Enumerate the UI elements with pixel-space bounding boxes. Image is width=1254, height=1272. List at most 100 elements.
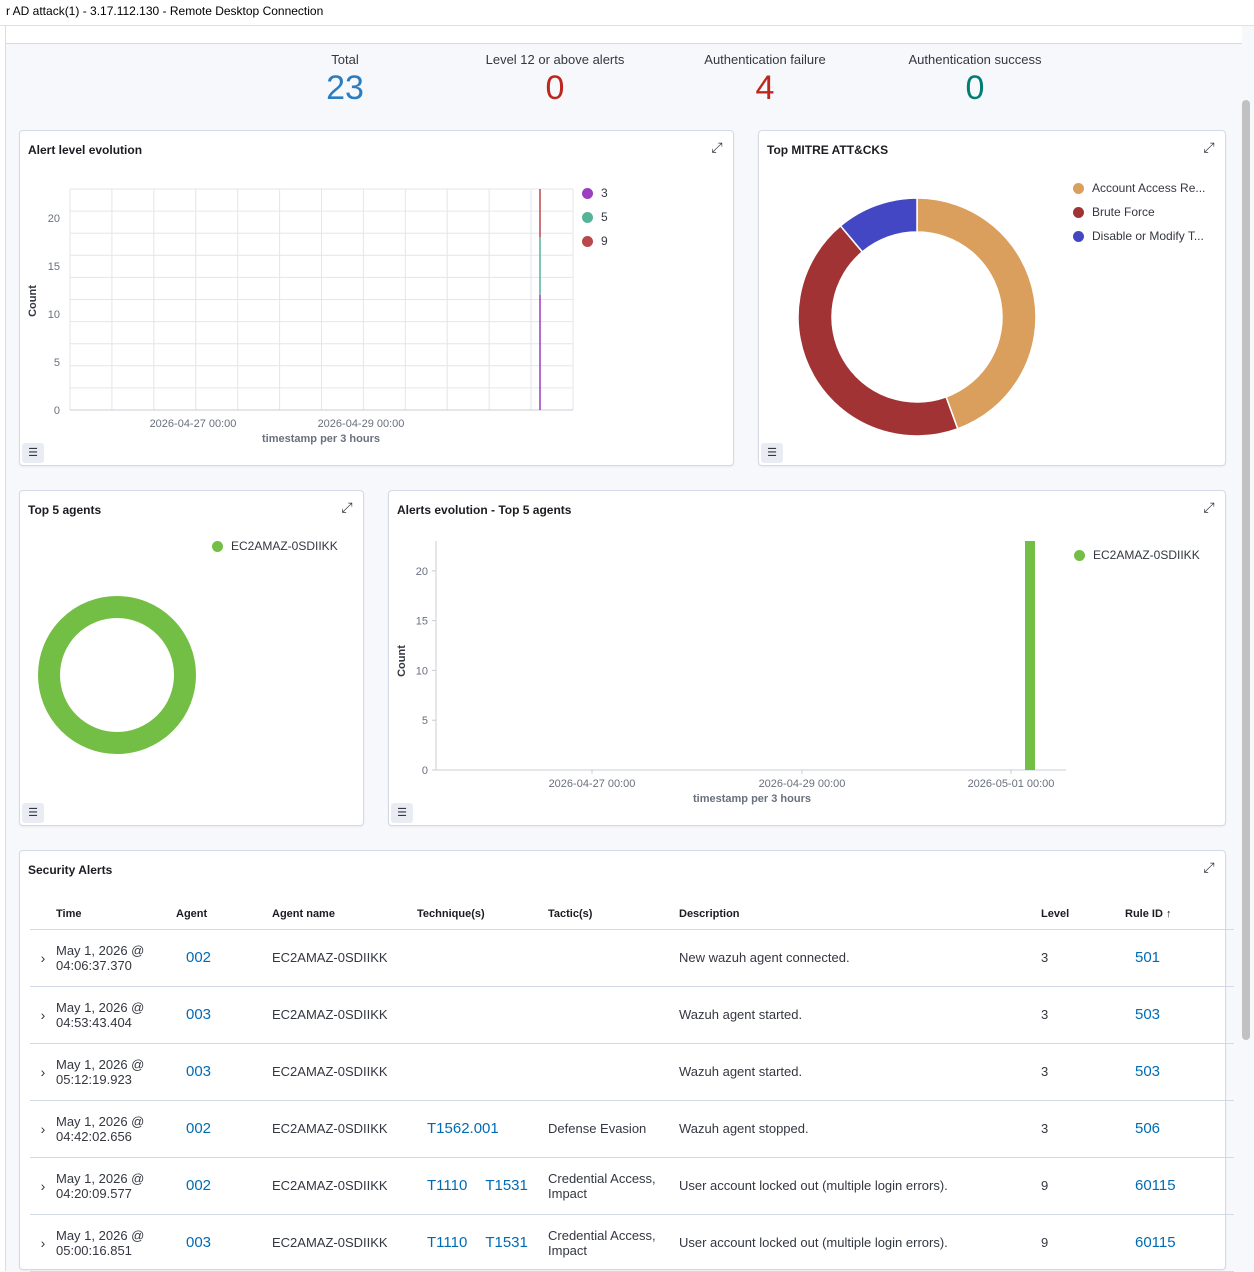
expand-icon[interactable]: ⤢ [1203,499,1215,515]
legend-label: Account Access Re... [1092,181,1206,195]
col-agent-name[interactable]: Agent name [272,899,417,930]
legend-item[interactable]: Account Access Re... [1073,176,1205,200]
tactic-line1: Credential Access, [548,1170,656,1186]
expand-icon[interactable]: ⤢ [711,139,723,155]
technique-link[interactable]: T1562.001 [427,1120,499,1137]
technique-link[interactable]: T1110 [427,1177,468,1194]
legend-dot-icon [1073,182,1084,194]
legend-toggle-icon[interactable]: ☰ [391,803,413,823]
tactic-line2: Impact [548,1242,588,1258]
rule-id-link[interactable]: 60115 [1135,1234,1176,1251]
table-row[interactable]: › May 1, 2026 @04:53:43.404 003 EC2AMAZ-0SD… [30,986,1234,1044]
expand-row-chevron-icon[interactable]: › [30,986,56,1044]
expand-row-chevron-icon[interactable]: › [30,1100,56,1158]
expand-icon[interactable]: ⤢ [1203,859,1215,875]
table-row[interactable]: › May 1, 2026 @04:42:02.656 002 EC2AMAZ-0SD… [30,1100,1234,1158]
col-description[interactable]: Description [679,899,1041,930]
technique-link[interactable]: T1531 [485,1177,528,1194]
col-rule-id[interactable]: Rule ID ↑ [1125,899,1234,930]
y-tick-label: 15 [48,261,60,273]
panel-title: Top 5 agents [28,503,102,517]
agent-name: EC2AMAZ-0SDIIKK [272,929,417,987]
stat-auth-failure[interactable]: Authentication failure 4 [660,52,870,107]
col-agent[interactable]: Agent [176,899,272,930]
stat-label: Authentication success [908,52,1042,67]
alerts-table-body: › May 1, 2026 @04:06:37.370 002 EC2AMAZ-0SD… [30,929,1234,1272]
expand-row-chevron-icon[interactable]: › [30,1214,56,1272]
legend-item[interactable]: Disable or Modify T... [1073,224,1205,248]
agent-link[interactable]: 003 [186,1234,212,1251]
legend-toggle-icon[interactable]: ☰ [761,443,783,463]
legend-dot-icon [1074,549,1085,561]
description: User account locked out (multiple login … [679,1157,1041,1215]
rule-id-link[interactable]: 506 [1135,1120,1161,1137]
col-rule-id-label: Rule ID [1125,907,1163,920]
agent-link[interactable]: 002 [186,1177,212,1194]
legend-item[interactable]: EC2AMAZ-0SDIIKK [1074,543,1200,567]
description: User account locked out (multiple login … [679,1214,1041,1272]
time-line1: May 1, 2026 @ [56,1170,145,1186]
col-techniques[interactable]: Technique(s) [417,899,548,930]
left-strip [0,26,6,1271]
y-tick-label: 20 [48,213,60,225]
panel-title: Alerts evolution - Top 5 agents [397,503,572,517]
legend-dot-icon [1073,206,1084,218]
legend-item[interactable]: Brute Force [1073,200,1205,224]
expand-icon[interactable]: ⤢ [1203,139,1215,155]
agent-link[interactable]: 002 [186,949,212,966]
panel-title: Security Alerts [28,863,113,877]
agent-link[interactable]: 003 [186,1006,212,1023]
table-row[interactable]: › May 1, 2026 @04:06:37.370 002 EC2AMAZ-0SD… [30,929,1234,987]
description: Wazuh agent stopped. [679,1100,1041,1158]
stat-level12[interactable]: Level 12 or above alerts 0 [450,52,660,107]
table-row[interactable]: › May 1, 2026 @05:12:19.923 003 EC2AMAZ-0SD… [30,1043,1234,1101]
y-tick-label: 5 [422,715,428,727]
col-level[interactable]: Level [1041,899,1125,930]
description: Wazuh agent started. [679,1043,1041,1101]
technique-link[interactable]: T1110 [427,1234,468,1251]
y-tick-label: 10 [416,665,428,677]
legend-item[interactable]: 5 [582,205,608,229]
legend-item[interactable]: 9 [582,229,608,253]
time-line2: 05:00:16.851 [56,1242,132,1258]
legend-label: EC2AMAZ-0SDIIKK [231,539,338,553]
col-tactics[interactable]: Tactic(s) [548,899,679,930]
time-line2: 04:53:43.404 [56,1014,132,1030]
rule-id-link[interactable]: 503 [1135,1063,1161,1080]
stat-label: Authentication failure [704,52,826,67]
rule-id-link[interactable]: 501 [1135,949,1161,966]
tactic-line1: Credential Access, [548,1227,656,1243]
legend-toggle-icon[interactable]: ☰ [22,803,44,823]
expand-row-chevron-icon[interactable]: › [30,1043,56,1101]
level: 3 [1041,986,1125,1044]
expand-row-chevron-icon[interactable]: › [30,1157,56,1215]
col-time[interactable]: Time [56,899,176,930]
chart-legend: 3 5 9 [582,181,608,253]
tactic-line1: Defense Evasion [548,1121,647,1136]
stat-auth-success[interactable]: Authentication success 0 [870,52,1080,107]
stat-value: 23 [326,69,364,107]
chart-legend: EC2AMAZ-0SDIIKK [1074,543,1200,567]
legend-item[interactable]: EC2AMAZ-0SDIIKK [212,534,338,558]
agent-link[interactable]: 002 [186,1120,212,1137]
expand-icon[interactable]: ⤢ [341,499,353,515]
y-axis-label: Count [396,645,408,677]
rule-id-link[interactable]: 60115 [1135,1177,1176,1194]
legend-dot-icon [582,211,593,223]
stats-row: Total 23 Level 12 or above alerts 0 Auth… [240,52,1080,107]
expand-row-chevron-icon[interactable]: › [30,929,56,987]
agent-name: EC2AMAZ-0SDIIKK [272,1100,417,1158]
agent-link[interactable]: 003 [186,1063,212,1080]
alerts-evolution-chart: 0 5 10 15 20 2026-04-27 00:00 2026-04-29 00:00… [396,541,1066,805]
legend-toggle-icon[interactable]: ☰ [22,443,44,463]
alert-level-chart: 0 5 10 15 20 2026-04-27 00:00 2026-04-29 00:00… [27,188,574,445]
agents-donut-chart [38,596,196,754]
table-row[interactable]: › May 1, 2026 @05:00:16.851 003 EC2AMAZ-0SD… [30,1214,1234,1272]
rule-id-link[interactable]: 503 [1135,1006,1161,1023]
legend-item[interactable]: 3 [582,181,608,205]
legend-label: EC2AMAZ-0SDIIKK [1093,548,1200,562]
page-scrollbar[interactable] [1242,100,1250,1040]
stat-total[interactable]: Total 23 [240,52,450,107]
table-row[interactable]: › May 1, 2026 @04:20:09.577 002 EC2AMAZ-0SD… [30,1157,1234,1215]
technique-link[interactable]: T1531 [485,1234,528,1251]
